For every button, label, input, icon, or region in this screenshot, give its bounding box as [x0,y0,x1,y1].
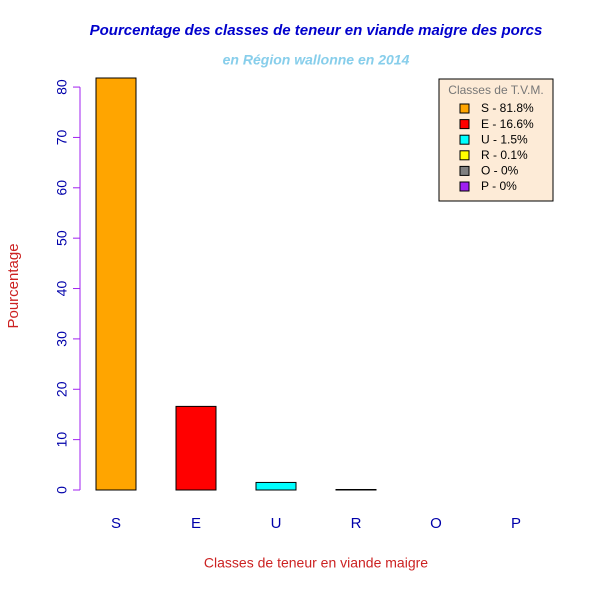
y-axis-label: Pourcentage [5,243,22,328]
y-tick-label: 20 [54,381,70,397]
x-tick-label: U [271,515,282,532]
bar [95,77,137,491]
legend-label: R - 0.1% [481,148,528,162]
legend-label: E - 16.6% [481,117,534,131]
legend-swatch [459,150,470,161]
y-tick-label: 70 [54,129,70,145]
y-tick-label: 80 [54,79,70,95]
y-tick-label: 60 [54,180,70,196]
y-tick-label: 10 [54,432,70,448]
x-tick-label: O [430,515,442,532]
legend-swatch [459,134,470,145]
x-tick-label: P [511,515,521,532]
x-tick-label: E [191,515,201,532]
bar [175,405,217,491]
legend-swatch [459,119,470,130]
chart-subtitle: en Région wallonne en 2014 [223,52,410,68]
legend-label: P - 0% [481,179,517,193]
legend-swatch [459,103,470,114]
legend-label: O - 0% [481,164,519,178]
y-tick-label: 40 [54,281,70,297]
legend-label: S - 81.8% [481,101,534,115]
legend-box [438,78,554,202]
y-tick-label: 50 [54,230,70,246]
x-tick-label: R [351,515,362,532]
legend-title: Classes de T.V.M. [448,83,543,97]
legend-swatch [459,181,470,192]
chart-title: Pourcentage des classes de teneur en via… [90,22,543,39]
x-axis-label: Classes de teneur en viande maigre [204,555,428,571]
legend-label: U - 1.5% [481,132,528,146]
bar [255,481,297,491]
x-tick-label: S [111,515,121,532]
y-tick-label: 30 [54,331,70,347]
y-tick-label: 0 [54,486,70,494]
bar [335,488,377,491]
legend-swatch [459,165,470,176]
